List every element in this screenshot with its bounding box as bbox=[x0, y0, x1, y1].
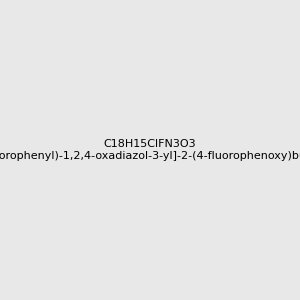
Text: C18H15ClFN3O3
N-[5-(4-chlorophenyl)-1,2,4-oxadiazol-3-yl]-2-(4-fluorophenoxy)but: C18H15ClFN3O3 N-[5-(4-chlorophenyl)-1,2,… bbox=[0, 139, 300, 161]
